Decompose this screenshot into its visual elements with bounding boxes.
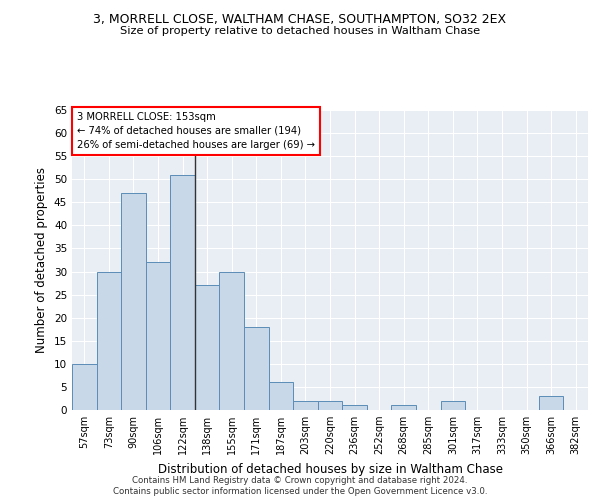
Bar bbox=[72, 364, 97, 410]
Bar bbox=[146, 262, 170, 410]
X-axis label: Distribution of detached houses by size in Waltham Chase: Distribution of detached houses by size … bbox=[157, 462, 503, 475]
Bar bbox=[440, 401, 465, 410]
Bar bbox=[220, 272, 244, 410]
Bar bbox=[97, 272, 121, 410]
Bar bbox=[293, 401, 318, 410]
Bar bbox=[244, 327, 269, 410]
Bar bbox=[318, 401, 342, 410]
Bar bbox=[195, 286, 220, 410]
Text: Contains public sector information licensed under the Open Government Licence v3: Contains public sector information licen… bbox=[113, 487, 487, 496]
Text: 3 MORRELL CLOSE: 153sqm
← 74% of detached houses are smaller (194)
26% of semi-d: 3 MORRELL CLOSE: 153sqm ← 74% of detache… bbox=[77, 112, 315, 150]
Bar bbox=[170, 174, 195, 410]
Text: Size of property relative to detached houses in Waltham Chase: Size of property relative to detached ho… bbox=[120, 26, 480, 36]
Bar bbox=[269, 382, 293, 410]
Bar bbox=[539, 396, 563, 410]
Text: Contains HM Land Registry data © Crown copyright and database right 2024.: Contains HM Land Registry data © Crown c… bbox=[132, 476, 468, 485]
Y-axis label: Number of detached properties: Number of detached properties bbox=[35, 167, 49, 353]
Bar bbox=[121, 193, 146, 410]
Bar bbox=[391, 406, 416, 410]
Bar bbox=[342, 406, 367, 410]
Text: 3, MORRELL CLOSE, WALTHAM CHASE, SOUTHAMPTON, SO32 2EX: 3, MORRELL CLOSE, WALTHAM CHASE, SOUTHAM… bbox=[94, 12, 506, 26]
